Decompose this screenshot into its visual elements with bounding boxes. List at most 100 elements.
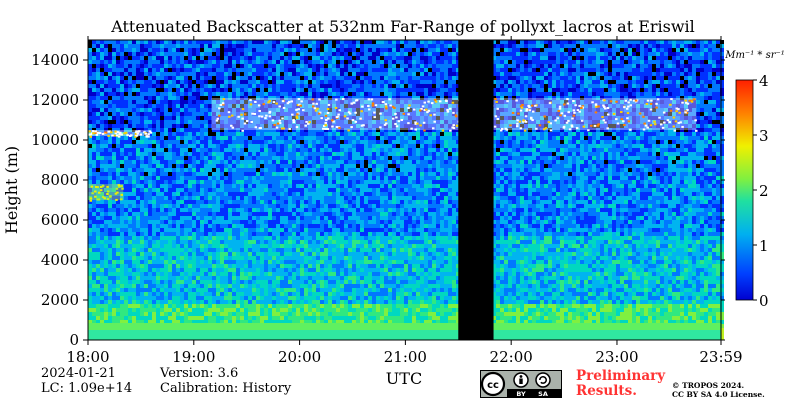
heatmap-cell [104, 60, 108, 64]
heatmap-cell [408, 80, 412, 84]
heatmap-cell [104, 116, 108, 120]
heatmap-cell [88, 120, 92, 124]
heatmap-cell [100, 140, 104, 144]
heatmap-cell [364, 104, 368, 108]
heatmap-cell [128, 120, 132, 124]
heatmap-cell [172, 80, 176, 84]
heatmap-cell [576, 144, 580, 148]
heatmap-cell [616, 84, 620, 88]
heatmap-cell [284, 48, 288, 52]
heatmap-cell [312, 152, 316, 156]
heatmap-cell [444, 156, 448, 160]
heatmap-cell [636, 92, 640, 96]
heatmap-cell [248, 56, 252, 60]
heatmap-cell [388, 116, 392, 120]
heatmap-cell [668, 72, 672, 76]
heatmap-cell [404, 152, 408, 156]
heatmap-cell [600, 96, 604, 100]
heatmap-cell [212, 76, 216, 80]
heatmap-cell [384, 156, 388, 160]
heatmap-cell [356, 156, 360, 160]
heatmap-cell [452, 84, 456, 88]
heatmap-cell [112, 40, 116, 44]
heatmap-cell [284, 100, 288, 104]
heatmap-cell [592, 100, 596, 104]
heatmap-cell [524, 148, 528, 152]
heatmap-cell [348, 44, 352, 48]
heatmap-cell [372, 68, 376, 72]
heatmap-cell [512, 136, 516, 140]
heatmap-cell [716, 156, 720, 160]
heatmap-cell [324, 164, 328, 168]
heatmap-cell [528, 124, 532, 128]
heatmap-cell [264, 124, 268, 128]
heatmap-cell [636, 108, 640, 112]
heatmap-cell [560, 56, 564, 60]
heatmap-cell [428, 92, 432, 96]
heatmap-cell [88, 112, 92, 116]
heatmap-cell [640, 144, 644, 148]
heatmap-cell [704, 40, 708, 44]
heatmap-cell [92, 40, 96, 44]
heatmap-cell [248, 72, 252, 76]
heatmap-cell [176, 64, 180, 68]
heatmap-cell [568, 68, 572, 72]
heatmap-cell [300, 96, 304, 100]
heatmap-cell [196, 144, 200, 148]
heatmap-cell [320, 124, 324, 128]
heatmap-cell [412, 100, 416, 104]
heatmap-cell [632, 132, 636, 136]
heatmap-cell [500, 68, 504, 72]
heatmap-cell [180, 148, 184, 152]
heatmap-cell [244, 76, 248, 80]
heatmap-cell [448, 64, 452, 68]
heatmap-cell [276, 60, 280, 64]
heatmap-cell [108, 100, 112, 104]
heatmap-cell [400, 44, 404, 48]
heatmap-cell [548, 76, 552, 80]
heatmap-cell [524, 48, 528, 52]
heatmap-cell [552, 140, 556, 144]
heatmap-cell [428, 100, 432, 104]
heatmap-cell [584, 104, 588, 108]
heatmap-cell [380, 148, 384, 152]
heatmap-cell [164, 132, 168, 136]
heatmap-cell [128, 164, 132, 168]
heatmap-cell [656, 76, 660, 80]
heatmap-cell [208, 148, 212, 152]
heatmap-cell [640, 148, 644, 152]
heatmap-cell [520, 72, 524, 76]
heatmap-cell [688, 40, 692, 44]
heatmap-cell [440, 136, 444, 140]
heatmap-cell [452, 104, 456, 108]
heatmap-cell [96, 76, 100, 80]
heatmap-cell [124, 144, 128, 148]
heatmap-cell [260, 108, 264, 112]
heatmap-cell [124, 88, 128, 92]
heatmap-cell [400, 116, 404, 120]
heatmap-cell [260, 160, 264, 164]
heatmap-cell [416, 92, 420, 96]
heatmap-cell [204, 76, 208, 80]
heatmap-cell [692, 140, 696, 144]
heatmap-cell [160, 72, 164, 76]
heatmap-cell [688, 136, 692, 140]
heatmap-cell [492, 84, 496, 88]
heatmap-cell [616, 120, 620, 124]
heatmap-cell [248, 80, 252, 84]
heatmap-cell [596, 40, 600, 44]
heatmap-cell [676, 40, 680, 44]
heatmap-cell [688, 100, 692, 104]
heatmap-cell [508, 68, 512, 72]
heatmap-cell [424, 48, 428, 52]
heatmap-cell [152, 68, 156, 72]
heatmap-cell [624, 100, 628, 104]
heatmap-cell [332, 92, 336, 96]
heatmap-cell [720, 156, 724, 160]
heatmap-cell [672, 96, 676, 100]
heatmap-cell [660, 152, 664, 156]
heatmap-cell [248, 152, 252, 156]
heatmap-cell [572, 44, 576, 48]
heatmap-cell [336, 56, 340, 60]
heatmap-cell [336, 148, 340, 152]
